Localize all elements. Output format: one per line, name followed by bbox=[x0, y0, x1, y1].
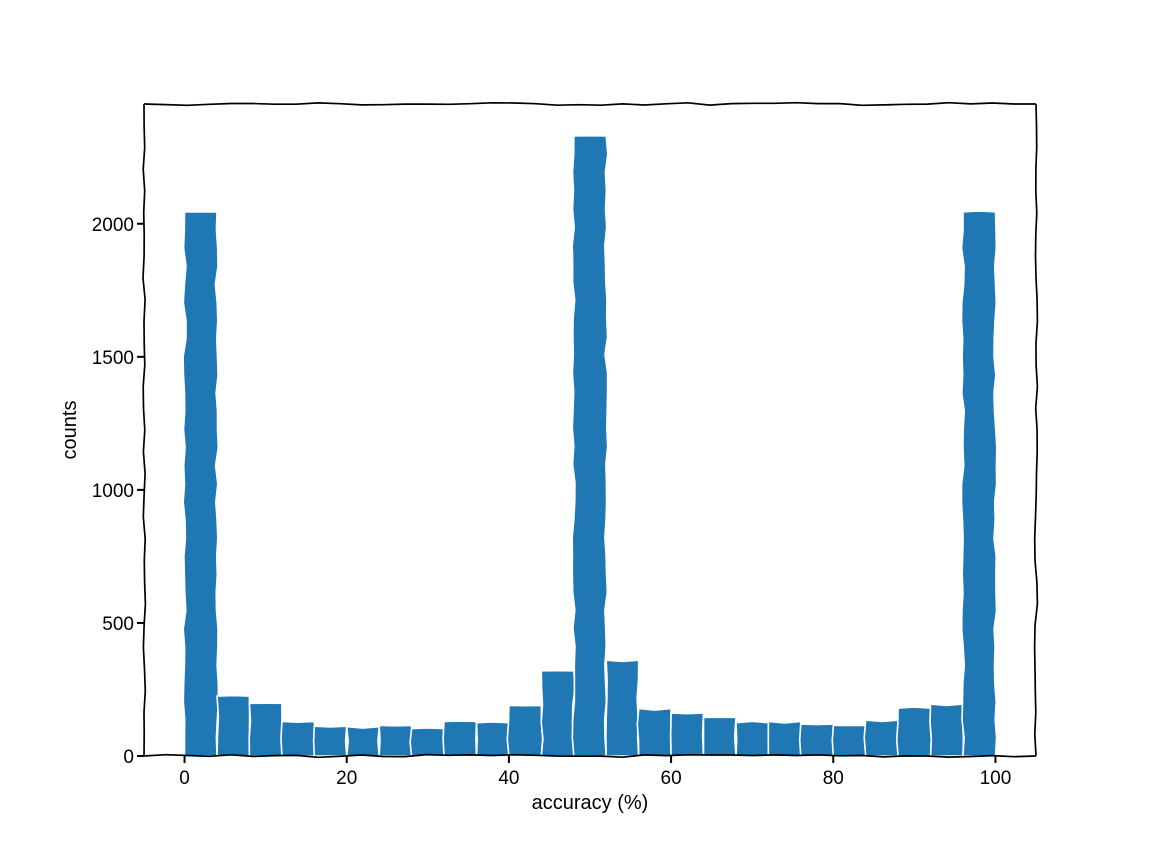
frame-bottom bbox=[143, 753, 1037, 759]
histogram-bar-19 bbox=[798, 723, 836, 757]
histogram-bar-17 bbox=[735, 720, 770, 757]
histogram-bar-16 bbox=[702, 716, 737, 757]
axes-frame bbox=[142, 101, 1039, 759]
histogram-bar-3 bbox=[280, 720, 317, 757]
histogram-bar-1 bbox=[216, 694, 251, 757]
histogram-bar-21 bbox=[863, 719, 899, 757]
y-tick-label-2000: 2000 bbox=[92, 215, 134, 236]
histogram-bar-12 bbox=[571, 134, 609, 757]
x-tick-label-40: 40 bbox=[498, 768, 519, 789]
y-axis-label: counts bbox=[59, 401, 81, 460]
histogram-bar-0 bbox=[182, 210, 220, 757]
frame-left bbox=[142, 103, 147, 757]
histogram-bar-11 bbox=[540, 669, 576, 757]
histogram-bar-7 bbox=[409, 727, 446, 757]
frame-top bbox=[143, 101, 1036, 107]
bars-layer bbox=[182, 134, 998, 757]
histogram-bar-20 bbox=[831, 724, 868, 757]
histogram-bar-8 bbox=[442, 720, 478, 757]
x-tick-label-100: 100 bbox=[980, 768, 1012, 789]
x-tick-label-0: 0 bbox=[179, 768, 190, 789]
histogram-bar-9 bbox=[475, 721, 510, 757]
histogram-bar-4 bbox=[312, 725, 348, 757]
y-tick-label-1000: 1000 bbox=[92, 481, 134, 502]
y-tick-label-1500: 1500 bbox=[92, 348, 134, 369]
x-tick-label-60: 60 bbox=[661, 768, 682, 789]
histogram-bar-18 bbox=[767, 720, 802, 757]
histogram-bar-14 bbox=[636, 707, 672, 757]
histogram-bar-15 bbox=[669, 712, 705, 757]
histogram-bar-24 bbox=[960, 210, 998, 757]
histogram-bar-2 bbox=[248, 702, 284, 757]
histogram-bar-6 bbox=[378, 724, 413, 757]
x-axis-label: accuracy (%) bbox=[532, 792, 649, 814]
frame-right bbox=[1033, 103, 1039, 757]
x-tick-label-20: 20 bbox=[336, 768, 357, 789]
x-tick-label-80: 80 bbox=[823, 768, 844, 789]
histogram-bar-10 bbox=[506, 704, 544, 757]
histogram-bar-22 bbox=[895, 706, 933, 757]
histogram-bar-23 bbox=[929, 703, 965, 757]
y-tick-label-0: 0 bbox=[123, 747, 134, 768]
y-tick-label-500: 500 bbox=[102, 614, 134, 635]
histogram-bar-13 bbox=[605, 659, 640, 757]
histogram-bar-5 bbox=[345, 725, 381, 757]
